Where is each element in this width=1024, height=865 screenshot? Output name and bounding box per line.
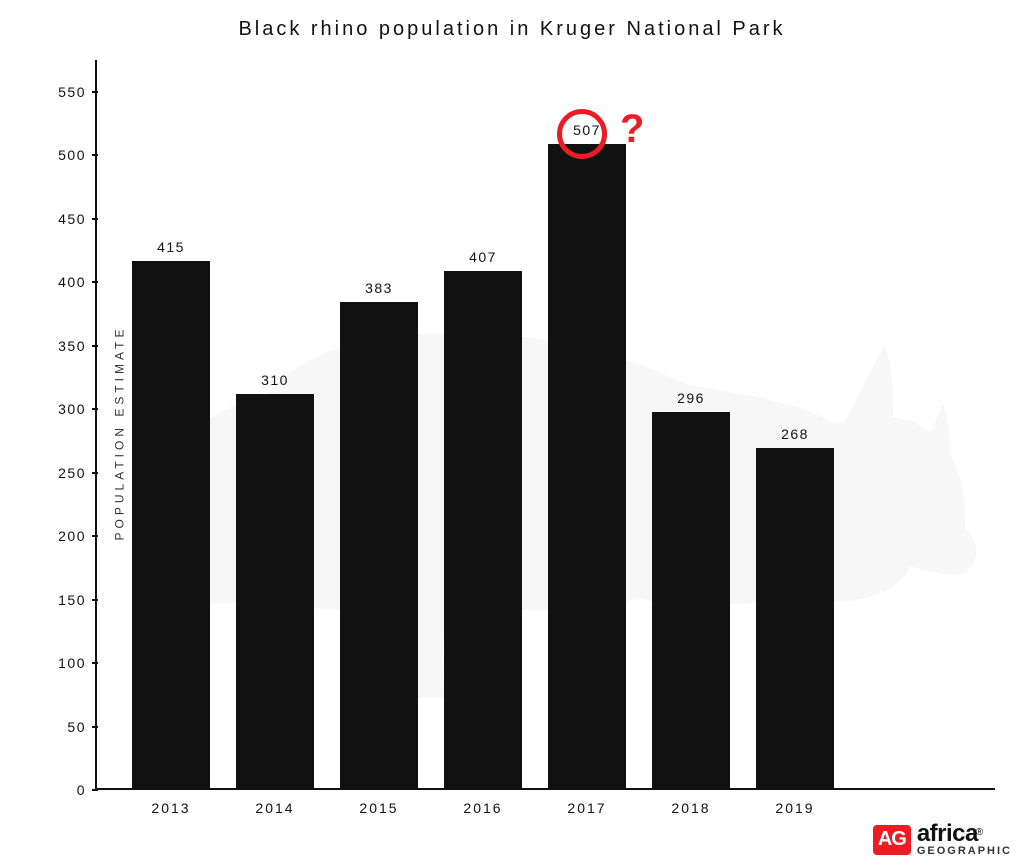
x-tick-label: 2016 xyxy=(463,800,502,816)
logo-sub: GEOGRAPHIC xyxy=(917,846,1012,857)
bars-group: 41520133102014383201540720165072017?2962… xyxy=(97,60,995,788)
bar: 383 xyxy=(340,302,418,788)
bar: 407 xyxy=(444,271,522,788)
brand-logo: AG africa® GEOGRAPHIC xyxy=(873,822,1012,857)
y-tick-label: 550 xyxy=(46,84,86,100)
annotation-question-mark: ? xyxy=(620,107,644,152)
x-tick-label: 2018 xyxy=(671,800,710,816)
x-tick-label: 2017 xyxy=(567,800,606,816)
bar-value-label: 383 xyxy=(340,280,418,296)
bar: 296 xyxy=(652,412,730,788)
logo-main: africa xyxy=(917,820,978,847)
x-tick-label: 2013 xyxy=(151,800,190,816)
logo-badge: AG xyxy=(873,825,911,855)
bar-value-label: 296 xyxy=(652,390,730,406)
y-tick-label: 500 xyxy=(46,147,86,163)
y-tick-label: 100 xyxy=(46,655,86,671)
bar-value-label: 415 xyxy=(132,239,210,255)
bar-value-label: 407 xyxy=(444,249,522,265)
bar: 310 xyxy=(236,394,314,788)
y-tick-label: 400 xyxy=(46,274,86,290)
y-tick-label: 300 xyxy=(46,401,86,417)
bar: 507 xyxy=(548,144,626,788)
x-tick-label: 2014 xyxy=(255,800,294,816)
annotation-circle xyxy=(557,109,607,159)
x-tick-label: 2015 xyxy=(359,800,398,816)
x-tick-label: 2019 xyxy=(775,800,814,816)
y-tick-label: 150 xyxy=(46,592,86,608)
y-axis-ticks: 050100150200250300350400450500550 xyxy=(50,60,92,790)
bar-value-label: 268 xyxy=(756,426,834,442)
y-tick-label: 200 xyxy=(46,528,86,544)
logo-main-row: africa® xyxy=(917,822,1012,846)
bar: 268 xyxy=(756,448,834,788)
logo-registered: ® xyxy=(976,827,983,838)
y-tick-label: 250 xyxy=(46,465,86,481)
plot-area: 41520133102014383201540720165072017?2962… xyxy=(95,60,995,790)
bar: 415 xyxy=(132,261,210,788)
bar-value-label: 310 xyxy=(236,372,314,388)
y-tick-label: 450 xyxy=(46,211,86,227)
y-tick-label: 50 xyxy=(46,719,86,735)
chart-title: Black rhino population in Kruger Nationa… xyxy=(0,18,1024,41)
y-tick-label: 0 xyxy=(46,782,86,798)
logo-text: africa® GEOGRAPHIC xyxy=(917,822,1012,857)
y-tick-label: 350 xyxy=(46,338,86,354)
chart-container: Black rhino population in Kruger Nationa… xyxy=(0,0,1024,865)
